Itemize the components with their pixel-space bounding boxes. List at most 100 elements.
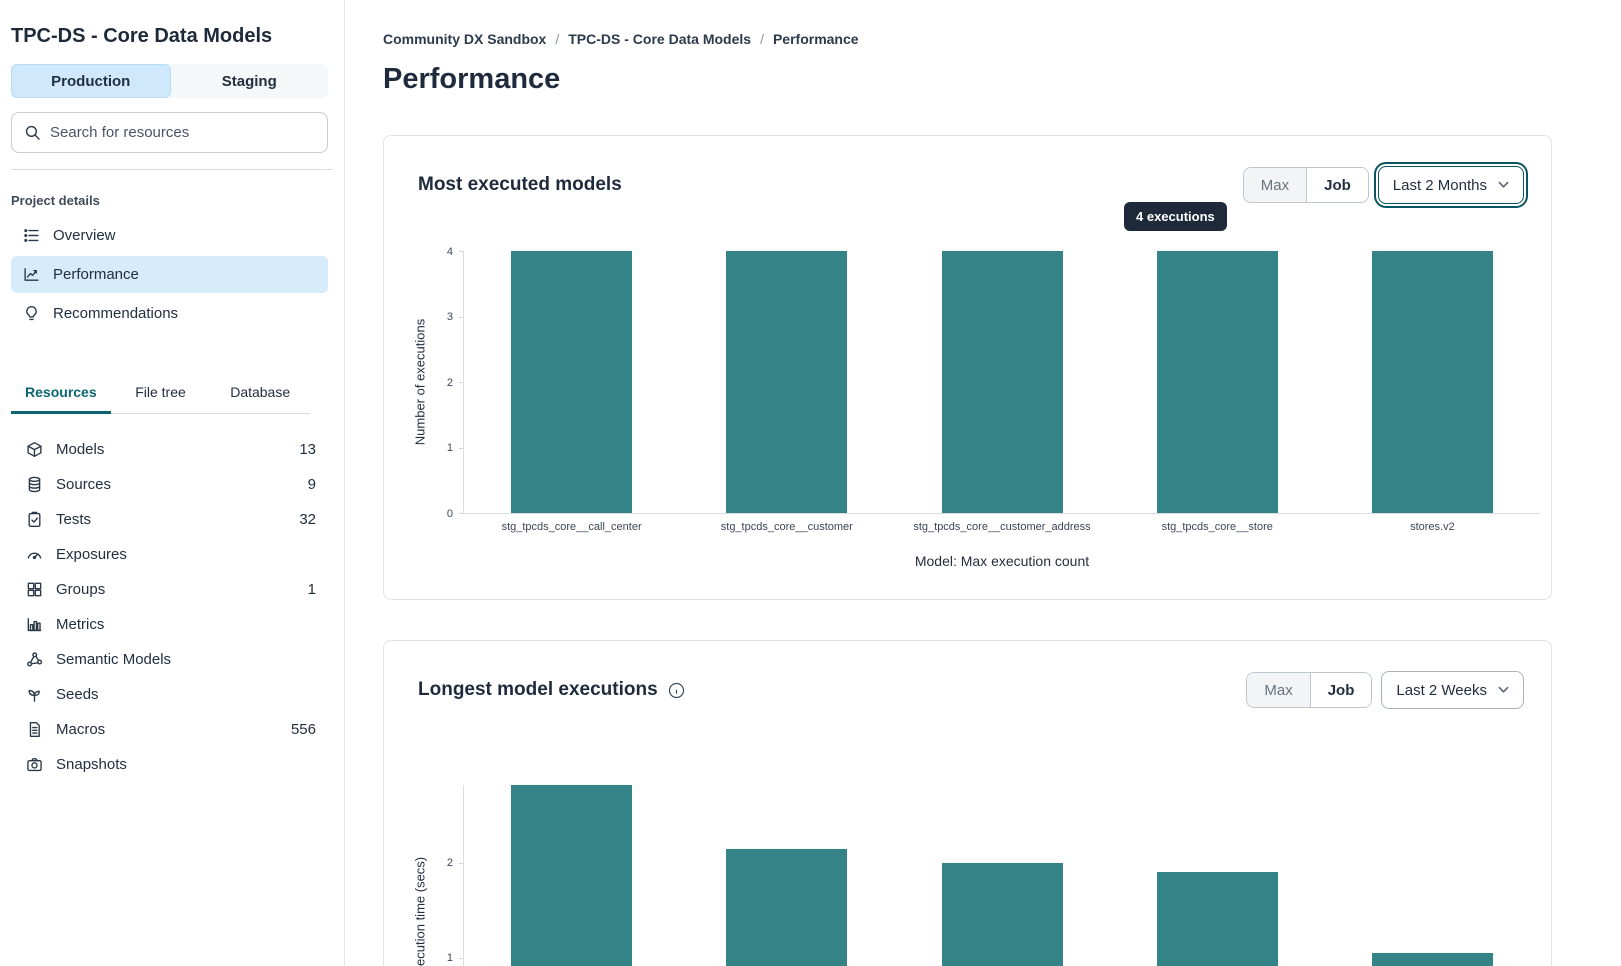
x-axis-title: Model: Max execution count <box>914 553 1090 569</box>
y-tick: 1 <box>447 952 463 964</box>
time-range-select[interactable]: Last 2 Weeks <box>1381 671 1524 709</box>
resource-label: Models <box>56 441 105 458</box>
y-tick-label: 0 <box>446 507 453 520</box>
bars <box>464 251 1540 513</box>
resource-row-seeds[interactable]: Seeds <box>11 677 328 712</box>
y-tick-label: 2 <box>446 376 453 389</box>
resource-view-tabs: Resources File tree Database <box>11 378 310 414</box>
bar-slot <box>464 251 679 513</box>
resource-label: Seeds <box>56 686 99 703</box>
breadcrumb-separator: / <box>555 31 560 47</box>
y-tick-label: 2 <box>446 857 453 870</box>
tab-staging[interactable]: Staging <box>221 72 277 90</box>
resource-label: Semantic Models <box>56 651 172 668</box>
resource-count: 1 <box>307 581 316 598</box>
sidebar: TPC-DS - Core Data Models Production Sta… <box>0 0 345 966</box>
sidebar-item-label: Overview <box>53 227 116 244</box>
bar-slot <box>894 251 1109 513</box>
x-category-label: stg_tpcds_core__call_center <box>501 521 642 533</box>
bar-slot <box>1110 251 1325 513</box>
main-content: Community DX Sandbox / TPC-DS - Core Dat… <box>345 0 1621 966</box>
sidebar-item-label: Performance <box>53 266 139 283</box>
breadcrumb-account[interactable]: Community DX Sandbox <box>383 31 547 47</box>
lightbulb-icon <box>23 305 40 322</box>
bars <box>464 785 1540 966</box>
bar[interactable] <box>1371 953 1493 966</box>
resource-row-metrics[interactable]: Metrics <box>11 607 328 642</box>
bar[interactable] <box>1371 251 1493 513</box>
most-executed-models-card: Most executed models Max Job Last 2 Mont… <box>383 135 1552 600</box>
resource-row-sources[interactable]: Sources 9 <box>11 467 328 502</box>
tab-resources[interactable]: Resources <box>11 378 111 414</box>
sidebar-item-label: Recommendations <box>53 305 179 322</box>
bar-slot <box>894 785 1109 966</box>
y-tick-label: 4 <box>446 245 453 258</box>
bar-slot <box>464 785 679 966</box>
sprout-icon <box>26 686 43 703</box>
tab-file-tree[interactable]: File tree <box>135 384 186 400</box>
time-range-value: Last 2 Months <box>1392 176 1487 194</box>
bar[interactable] <box>726 251 848 513</box>
resource-search[interactable] <box>11 112 328 153</box>
search-input[interactable] <box>50 124 315 141</box>
resource-label: Sources <box>56 476 112 493</box>
time-range-select[interactable]: Last 2 Months <box>1377 166 1524 204</box>
bar[interactable] <box>1156 872 1278 966</box>
resource-label: Tests <box>56 511 92 528</box>
job-toggle-button[interactable]: Job <box>1310 673 1372 707</box>
y-tick-label: 1 <box>446 442 453 454</box>
camera-icon <box>26 756 43 773</box>
max-toggle-button[interactable]: Max <box>1247 673 1311 707</box>
database-icon <box>26 476 43 493</box>
list-icon <box>23 227 40 244</box>
max-toggle-button[interactable]: Max <box>1243 168 1308 202</box>
resource-row-semantic-models[interactable]: Semantic Models <box>11 642 328 677</box>
resource-label: Snapshots <box>56 756 127 773</box>
y-tick-label: 1 <box>446 952 453 965</box>
resource-count: 32 <box>299 511 316 528</box>
x-category-label: stg_tpcds_core__customer <box>720 521 853 533</box>
y-axis-title: Execution time (secs) <box>412 856 428 966</box>
resource-count: 9 <box>307 476 316 493</box>
resource-row-tests[interactable]: Tests 32 <box>11 502 328 537</box>
y-tick: 2 <box>447 377 463 389</box>
card-title: Most executed models <box>418 174 622 195</box>
bar[interactable] <box>1156 251 1278 513</box>
page-title: Performance <box>383 63 561 95</box>
max-job-toggle: Max Job <box>1242 167 1369 203</box>
job-toggle-button[interactable]: Job <box>1307 168 1368 202</box>
resource-row-macros[interactable]: Macros 556 <box>11 712 328 747</box>
x-axis-labels: stg_tpcds_core__call_center stg_tpcds_cor… <box>464 521 1540 533</box>
bar[interactable] <box>511 785 633 966</box>
bar[interactable] <box>511 251 633 513</box>
resource-row-snapshots[interactable]: Snapshots <box>11 747 328 782</box>
sidebar-divider <box>11 169 333 170</box>
longest-model-executions-chart: Execution time (secs) 1 2 <box>413 785 1540 966</box>
x-category-label: stores.v2 <box>1410 521 1455 533</box>
info-icon[interactable] <box>668 682 685 699</box>
bar[interactable] <box>726 848 848 966</box>
chevron-down-icon <box>1498 686 1509 693</box>
y-tick-label: 3 <box>446 311 453 323</box>
resource-label: Groups <box>56 581 106 598</box>
bar-slot <box>1110 785 1325 966</box>
resource-count: 13 <box>299 441 316 458</box>
tab-database[interactable]: Database <box>230 384 291 400</box>
resource-row-exposures[interactable]: Exposures <box>11 537 328 572</box>
grid-icon <box>26 581 43 598</box>
resource-row-groups[interactable]: Groups 1 <box>11 572 328 607</box>
sidebar-item-performance[interactable]: Performance <box>11 256 328 293</box>
network-icon <box>26 651 43 668</box>
y-tick: 0 <box>447 508 463 520</box>
resource-label: Macros <box>56 721 106 738</box>
tab-production[interactable]: Production <box>11 64 171 98</box>
sidebar-item-overview[interactable]: Overview <box>11 217 328 254</box>
breadcrumb-project[interactable]: TPC-DS - Core Data Models <box>568 31 752 47</box>
bar[interactable] <box>941 251 1063 513</box>
gauge-icon <box>26 546 43 563</box>
breadcrumb-current: Performance <box>772 31 859 47</box>
sidebar-item-recommendations[interactable]: Recommendations <box>11 295 328 332</box>
resource-row-models[interactable]: Models 13 <box>11 432 328 467</box>
bar[interactable] <box>941 862 1063 966</box>
y-tick: 1 <box>447 442 463 454</box>
